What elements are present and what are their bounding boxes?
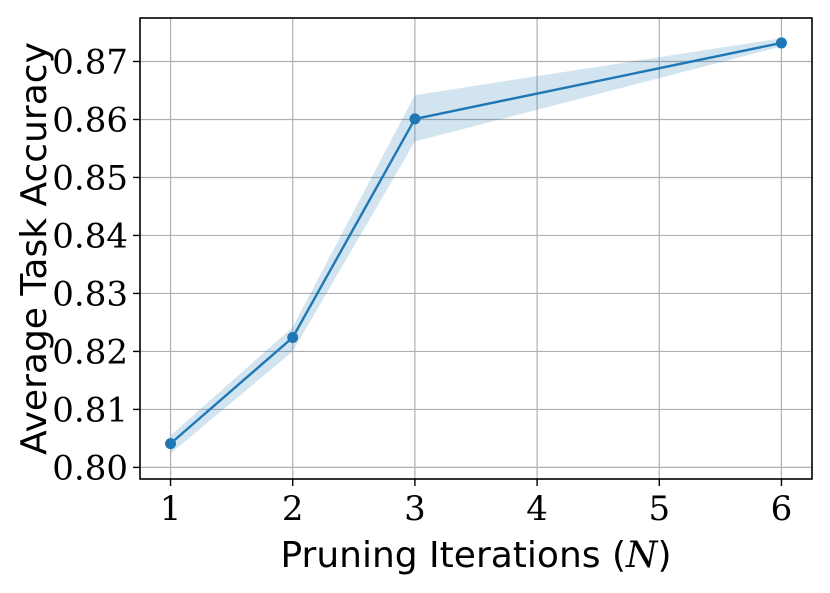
series-marker-layer	[165, 37, 787, 450]
y-tick-label: 0.86	[52, 100, 128, 140]
x-tick-label: 6	[771, 489, 793, 529]
y-tick-label: 0.80	[52, 448, 128, 488]
x-axis-label-variable: N	[625, 535, 659, 576]
y-ticks: 0.80 0.81 0.82 0.83 0.84 0.85 0.86 0.87	[52, 42, 140, 488]
data-point	[409, 113, 421, 125]
series-line-layer	[169, 41, 782, 445]
x-axis-label-suffix: )	[658, 535, 672, 576]
y-tick-label: 0.85	[52, 158, 128, 198]
confidence-band-layer	[170, 38, 782, 454]
x-axis-label-prefix: Pruning Iterations (	[280, 535, 626, 576]
y-tick-label: 0.83	[52, 274, 128, 314]
x-tick-label: 4	[526, 489, 548, 529]
x-axis-label: Pruning Iterations (N)	[280, 535, 671, 576]
y-axis-label: Average Task Accuracy	[14, 42, 55, 455]
data-point	[165, 438, 177, 450]
x-tick-label: 1	[160, 489, 182, 529]
x-tick-label: 3	[404, 489, 426, 529]
y-tick-label: 0.87	[52, 42, 128, 82]
x-tick-label: 2	[282, 489, 304, 529]
y-tick-label: 0.84	[52, 216, 128, 256]
x-ticks: 1 2 3 4 5 6	[160, 479, 793, 529]
data-point	[775, 37, 787, 49]
confidence-band	[170, 38, 782, 454]
x-tick-label: 5	[648, 489, 670, 529]
y-tick-label: 0.82	[52, 332, 128, 372]
data-point	[287, 332, 299, 344]
grid	[140, 18, 812, 479]
y-tick-label: 0.81	[52, 390, 128, 430]
series-line	[169, 41, 782, 445]
plot-frame	[139, 17, 813, 480]
